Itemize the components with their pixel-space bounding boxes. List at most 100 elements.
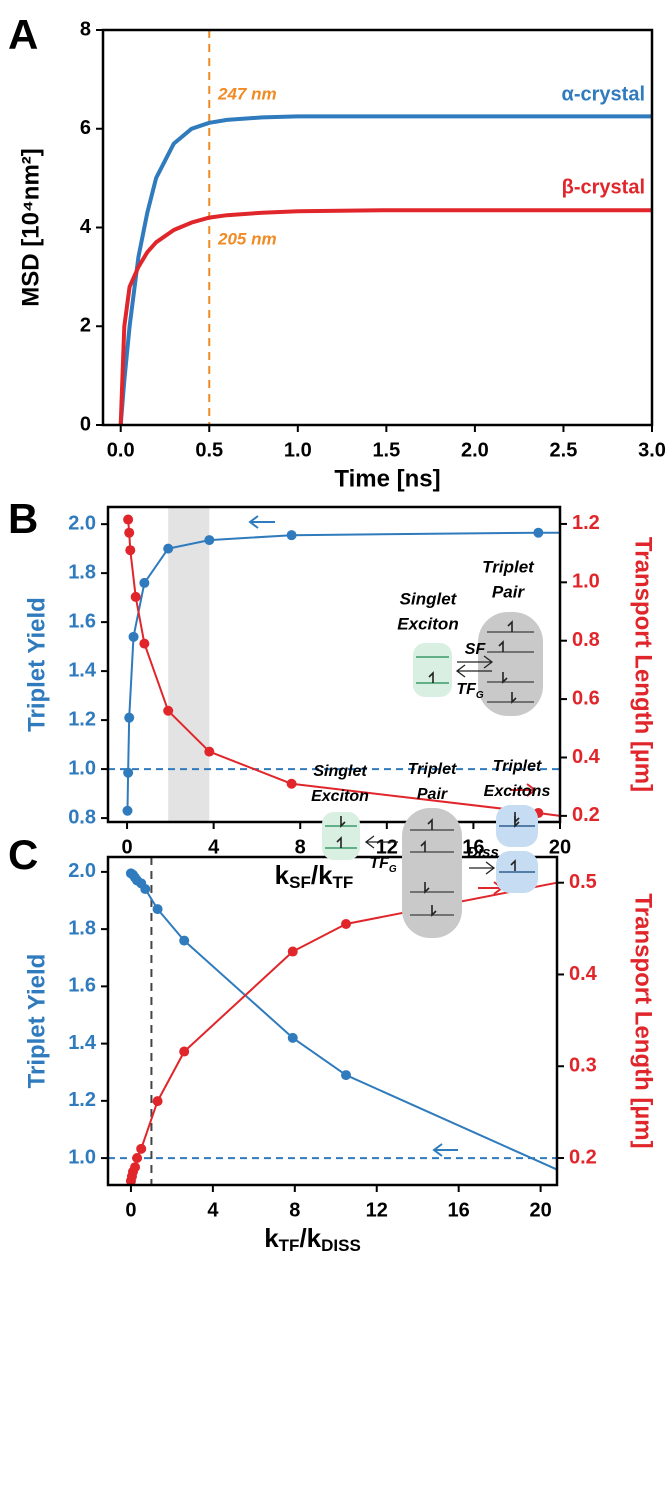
data-point [287,1032,298,1043]
inset-label: Triplet [408,761,457,778]
inset-label: Singlet [313,763,367,780]
y-tick-label: 1.2 [68,708,96,730]
inset-label: Pair [417,786,448,803]
x-axis-label-main: /k [299,1223,321,1253]
inset-label: Triplet [482,557,535,576]
y-tick-label: 1.8 [68,561,96,583]
series-line [118,114,652,426]
x-axis-label-sub: SF [289,873,311,892]
data-point [179,935,190,946]
y2-tick-label: 0.3 [569,1055,597,1077]
plot-frame [101,28,654,427]
y2-tick-label: 1.0 [572,571,600,593]
x-tick-label: 4 [208,836,220,858]
inset-label: Exciton [311,788,369,805]
series-line [118,208,652,426]
y2-tick-label: 0.6 [572,687,600,709]
line-extension [345,1074,558,1171]
y-tick-label: 1.6 [68,610,96,632]
spin [507,620,513,632]
y-tick-label: 1.4 [68,1032,97,1054]
y-tick-label: 1.4 [68,659,97,681]
y-axis-label: MSD [10⁴nm²] [17,148,44,307]
y-tick-label: 1.0 [68,757,96,779]
plot-frame [106,855,559,1187]
x-tick-label: 0.0 [107,439,135,461]
arrow [455,664,492,678]
y2-axis-label: Transport Length [µm] [630,893,657,1148]
y2-tick-label: 0.4 [569,963,598,985]
data-point [152,904,163,915]
y-tick-label: 8 [80,18,91,40]
series-label: α-crystal [562,83,645,105]
x-axis-label: kSF/kTF [275,860,354,893]
data-point [139,577,150,588]
arrow [432,1143,458,1157]
inset-label: TFG [456,681,484,700]
x-tick-label: 2.0 [461,439,489,461]
y2-tick-label: 0.2 [572,804,600,826]
panel-letter: C [8,831,38,878]
spin [420,840,426,852]
inset-label: Diss [467,844,499,861]
data-point [125,545,136,556]
data-point [163,705,174,716]
data-point [204,746,215,757]
spin [514,816,520,828]
inset-label: SF [465,641,487,658]
x-axis-label-sub: DISS [321,1236,361,1255]
data-point [179,1046,190,1057]
inset-label: Singlet [400,589,458,608]
data-point [341,1070,352,1081]
data-point [140,884,151,895]
spin [336,836,342,848]
data-point [152,1096,163,1107]
data-point [286,778,297,789]
spin [424,882,430,894]
inset-label-main: TF [369,855,390,872]
x-tick-label: 1.0 [284,439,312,461]
arrow [469,861,496,875]
data-point [128,631,139,642]
data-point [204,535,215,546]
y2-tick-label: 0.8 [572,629,600,651]
x-axis-label-sub: TF [333,873,354,892]
y2-tick-label: 0.5 [569,871,597,893]
arrow [248,515,275,529]
y2-tick-label: 0.4 [572,746,601,768]
data-point [123,514,134,525]
data-point [132,1153,143,1164]
arrow [364,835,398,849]
x-tick-label: 0 [125,1199,136,1221]
inset-label: TFG [369,855,397,874]
y-tick-label: 1.0 [68,1146,96,1168]
x-tick-label: 4 [207,1199,219,1221]
x-tick-label: 16 [462,836,484,858]
data-point [139,638,150,649]
x-tick-label: 12 [366,1199,388,1221]
data-point [341,918,352,929]
spin [340,816,346,828]
x-axis-label-main: k [264,1223,279,1253]
spin [498,640,504,652]
x-tick-label: 2.5 [550,439,578,461]
y-tick-label: 0 [80,413,91,435]
annotation: 205 nm [217,229,277,248]
data-point [130,1162,141,1173]
y2-tick-label: 0.2 [569,1146,597,1168]
y-axis-label: Triplet Yield [23,954,50,1089]
inset-label: Excitons [484,783,551,800]
y2-tick-label: 1.2 [572,512,600,534]
data-point [287,946,298,957]
inset-label-main: TF [456,681,477,698]
x-tick-label: 0.5 [195,439,223,461]
data-point [122,805,133,816]
annotation: 247 nm [217,84,277,103]
y-tick-label: 2.0 [68,860,96,882]
series-label: β-crystal [562,176,645,198]
series-line [130,872,347,1076]
x-axis-label-sub: TF [279,1236,300,1255]
data-point [163,543,174,554]
data-point [123,767,134,778]
